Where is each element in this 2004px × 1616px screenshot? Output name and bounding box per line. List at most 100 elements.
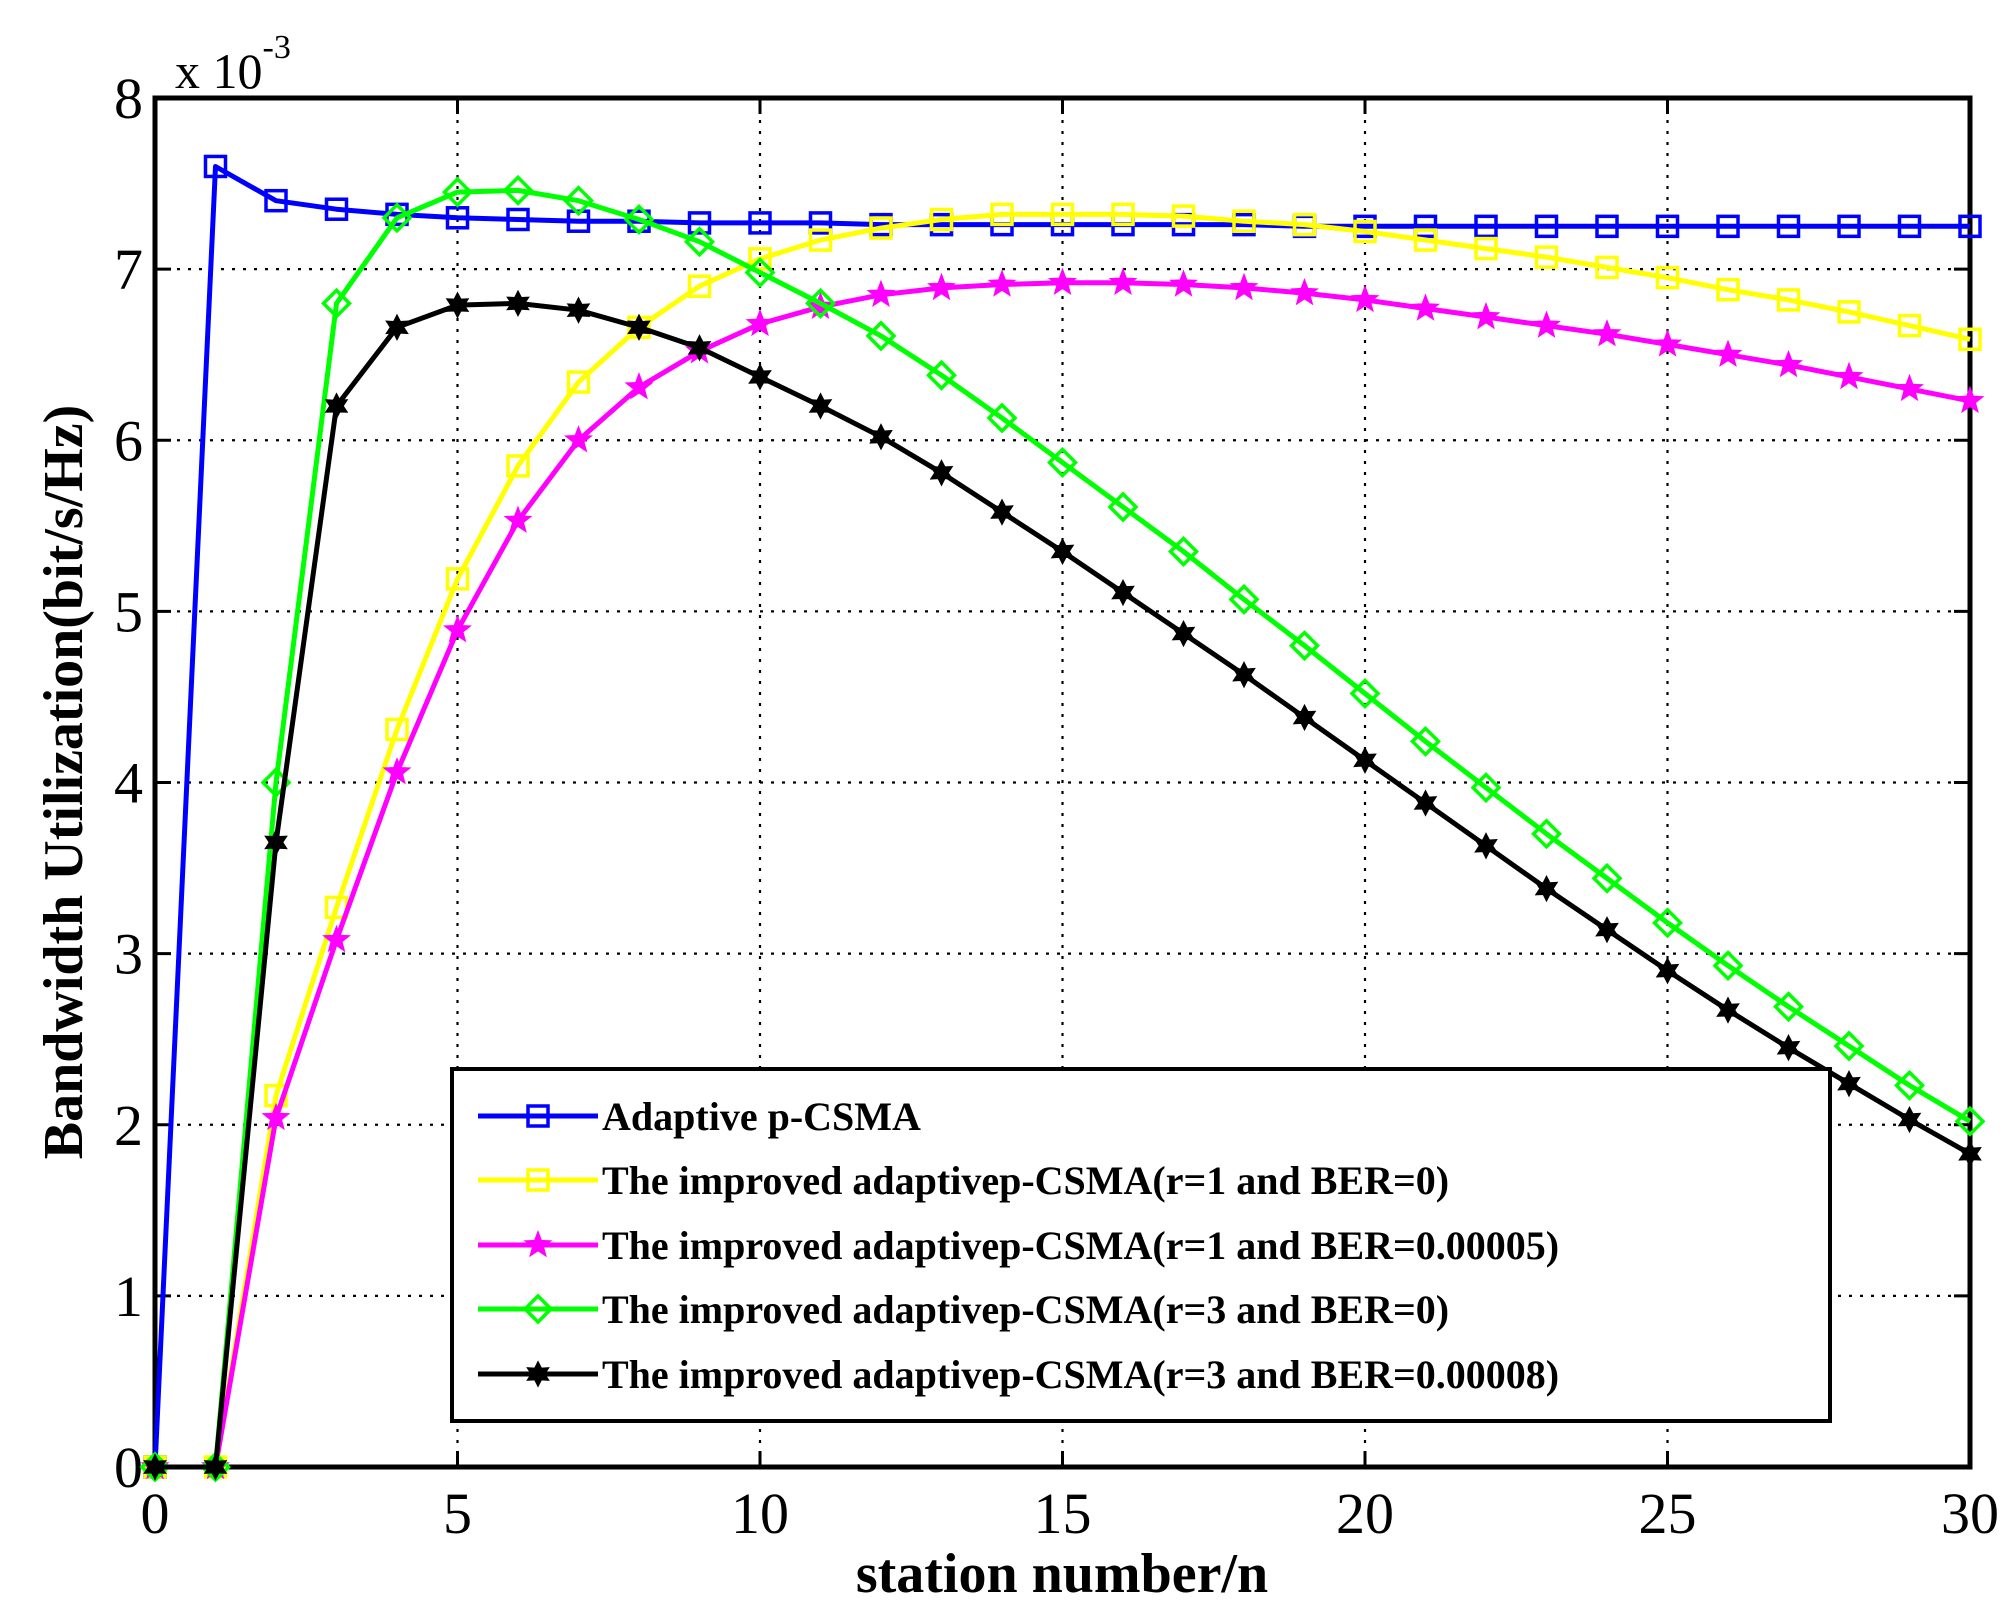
legend-marker xyxy=(526,1360,550,1388)
data-point xyxy=(506,454,530,478)
data-point xyxy=(808,228,833,252)
data-point xyxy=(624,372,654,400)
data-point xyxy=(1411,293,1440,321)
data-point xyxy=(1289,630,1320,662)
data-point xyxy=(808,211,833,235)
y-tick-label: 0 xyxy=(114,1435,143,1500)
y-tick-label: 8 xyxy=(114,66,143,131)
y-tick-label: 3 xyxy=(114,922,143,987)
data-point xyxy=(1470,772,1502,804)
data-point xyxy=(382,757,412,785)
data-point xyxy=(1532,310,1561,338)
data-point xyxy=(808,392,833,420)
y-tick-label: 5 xyxy=(114,579,143,644)
data-point xyxy=(203,154,228,179)
data-point xyxy=(1652,907,1683,939)
data-point xyxy=(986,402,1018,434)
data-point xyxy=(687,334,712,362)
data-point xyxy=(1111,202,1135,227)
data-point xyxy=(1958,214,1982,239)
data-point xyxy=(1292,703,1317,732)
legend: Adaptive p-CSMA The improved adaptivep-CS… xyxy=(450,1067,1832,1423)
x-tick-label: 5 xyxy=(443,1481,472,1546)
data-point xyxy=(744,257,776,289)
y-multiplier-exponent: -3 xyxy=(263,29,291,66)
legend-item-5: The improved adaptivep-CSMA(r=3 and BER=… xyxy=(478,1352,1559,1397)
y-tick-label: 6 xyxy=(114,408,143,473)
legend-label: The improved adaptivep-CSMA(r=3 and BER=… xyxy=(602,1287,1449,1332)
data-point xyxy=(1773,991,1804,1023)
legend-marker xyxy=(526,1168,550,1192)
data-point xyxy=(1776,1034,1801,1062)
data-point xyxy=(1774,349,1803,378)
grid-lines xyxy=(155,98,1970,1467)
data-point xyxy=(990,202,1014,227)
data-point xyxy=(261,1102,291,1131)
data-point xyxy=(748,247,772,271)
data-point xyxy=(1107,491,1139,523)
data-point xyxy=(1954,1105,1986,1137)
data-point xyxy=(1776,214,1801,239)
data-point xyxy=(381,202,413,234)
series-line xyxy=(155,211,1971,1470)
data-point xyxy=(563,185,594,217)
x-tick-label: 30 xyxy=(1941,1481,1999,1546)
data-point xyxy=(1168,536,1199,567)
data-point xyxy=(1837,214,1861,239)
legend-label: The improved adaptivep-CSMA(r=3 and BER=… xyxy=(602,1352,1559,1397)
data-point xyxy=(1048,267,1077,296)
legend-item-1: Adaptive p-CSMA xyxy=(478,1094,921,1139)
data-point xyxy=(1834,361,1864,390)
data-point xyxy=(1410,725,1441,757)
legend-item-4: The improved adaptivep-CSMA(r=3 and BER=… xyxy=(478,1287,1449,1332)
series-line xyxy=(155,187,1972,1470)
data-point xyxy=(1713,339,1743,367)
data-point xyxy=(324,197,349,221)
y-tick-label: 7 xyxy=(114,237,143,302)
data-point xyxy=(564,425,593,453)
axis-ticks: 0 5 10 15 20 25 30 0 1 2 3 4 5 6 7 8 xyxy=(114,66,1999,1546)
data-point xyxy=(1716,996,1740,1024)
data-point xyxy=(1474,236,1498,261)
data-point xyxy=(203,1453,228,1481)
legend-marker xyxy=(526,1104,550,1128)
legend-label: Adaptive p-CSMA xyxy=(602,1094,921,1139)
data-point xyxy=(1655,957,1680,985)
data-point xyxy=(687,211,712,235)
data-point xyxy=(143,1453,167,1481)
data-point xyxy=(684,226,715,258)
data-point xyxy=(506,207,530,232)
data-point xyxy=(1591,862,1623,894)
data-point xyxy=(1712,950,1744,982)
x-tick-label: 25 xyxy=(1639,1481,1697,1546)
data-point xyxy=(1232,209,1256,233)
data-point xyxy=(445,567,470,591)
data-point xyxy=(1474,832,1498,860)
data-point xyxy=(748,363,772,391)
legend-label: The improved adaptivep-CSMA(r=1 and BER=… xyxy=(602,1223,1559,1268)
x-axis-title: station number/n xyxy=(856,1543,1268,1605)
data-point xyxy=(1353,219,1377,244)
data-point xyxy=(1349,678,1381,709)
data-point xyxy=(324,392,349,420)
legend-marker xyxy=(522,1293,554,1325)
data-point xyxy=(442,176,473,208)
data-point xyxy=(264,188,288,213)
data-point xyxy=(1958,1140,1982,1168)
legend-label: The improved adaptivep-CSMA(r=1 and BER=… xyxy=(602,1158,1449,1203)
data-point xyxy=(1595,255,1619,280)
data-point xyxy=(1895,373,1924,402)
data-point xyxy=(687,274,712,298)
data-point xyxy=(926,359,957,391)
y-axis-title: Bandwidth Utilization(bit/s/Hz) xyxy=(33,405,95,1160)
data-point xyxy=(1534,214,1559,239)
data-point xyxy=(1169,269,1198,297)
data-point xyxy=(1897,1105,1922,1134)
data-point xyxy=(929,459,954,487)
series-5 xyxy=(143,289,1982,1481)
data-point xyxy=(1413,214,1438,239)
data-point xyxy=(745,308,775,337)
data-point xyxy=(1229,272,1259,301)
x-tick-label: 20 xyxy=(1336,1481,1394,1546)
